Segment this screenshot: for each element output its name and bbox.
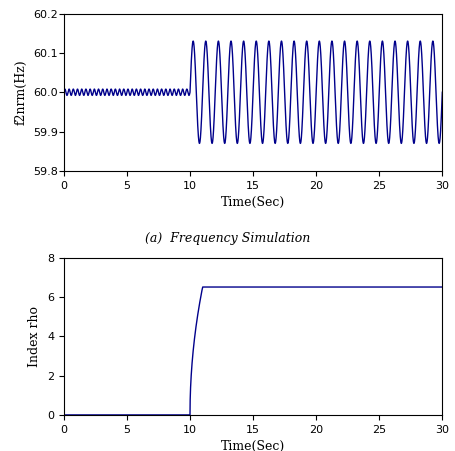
X-axis label: Time(Sec): Time(Sec) — [221, 440, 284, 451]
X-axis label: Time(Sec): Time(Sec) — [221, 196, 284, 209]
Text: (a)  Frequency Simulation: (a) Frequency Simulation — [145, 232, 310, 245]
Y-axis label: f2nrm(Hz): f2nrm(Hz) — [14, 60, 27, 125]
Y-axis label: Index rho: Index rho — [28, 306, 41, 367]
